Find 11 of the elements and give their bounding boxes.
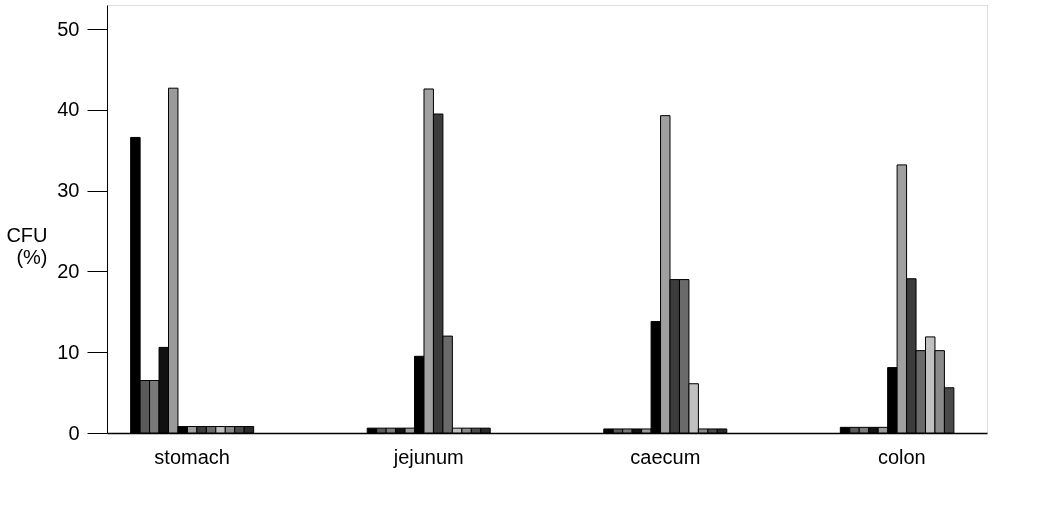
y-tick-label: 40	[57, 98, 80, 121]
y-tick-label: 30	[57, 179, 80, 202]
x-tick-label: jejunum	[392, 445, 464, 468]
x-tick-label: stomach	[154, 445, 230, 468]
x-tick-label: colon	[877, 445, 926, 468]
y-tick-label: 0	[68, 421, 80, 444]
y-tick-label: 10	[57, 340, 80, 363]
y-tick-label: 20	[57, 259, 80, 282]
y-tick-label: 50	[57, 17, 80, 40]
y-axis-title: CFU (%)	[6, 223, 48, 268]
x-tick-label: caecum	[630, 445, 701, 468]
